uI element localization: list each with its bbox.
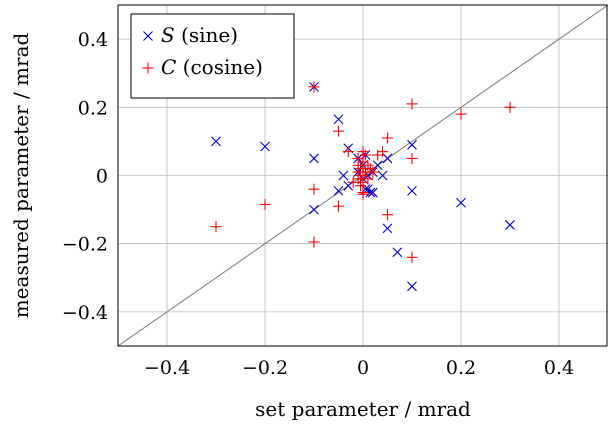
x-tick-label: −0.2 [242,357,288,379]
data-point [382,209,393,221]
data-point [309,204,319,215]
data-point [392,247,403,258]
data-point [367,166,379,178]
y-tick-label: 0.2 [78,97,108,119]
data-point [455,108,467,120]
data-point [308,81,320,93]
data-point [382,223,393,234]
data-point [357,188,369,200]
data-point [333,114,344,125]
data-point [260,141,270,152]
data-point [365,187,376,198]
data-point [211,136,221,147]
data-point [377,146,389,158]
y-tick-label: −0.4 [62,302,108,324]
x-tick-label: 0.4 [544,357,574,379]
tick-labels: −0.4 −0.2 0 0.2 0.4 −0.4 −0.2 0 0.2 0.4 [62,29,574,379]
data-point [407,185,417,196]
plot-frame [117,4,608,347]
data-point [382,132,393,144]
legend-item-cosine: C (cosine) [142,55,263,79]
y-tick-label: −0.2 [62,234,108,256]
data-point [504,101,516,113]
legend-marker-cosine [142,62,154,74]
data-point [308,183,320,195]
data-point [333,125,344,137]
legend: S (sine) C (cosine) [130,13,295,99]
data-point [210,221,222,233]
data-point [377,170,388,181]
y-tick-label: 0.4 [78,29,108,51]
x-tick-label: 0.2 [446,357,476,379]
data-point [342,146,354,158]
legend-box [130,13,295,99]
legend-label-detail: (sine) [175,23,238,47]
x-tick-label: −0.4 [144,357,190,379]
data-point [338,170,349,181]
data-point [406,152,418,164]
data-points [210,81,516,292]
series-cosine [210,81,516,263]
data-point [456,197,466,208]
legend-label: C (cosine) [161,55,263,79]
data-point [333,200,344,212]
data-point [259,198,271,210]
data-point [362,173,374,185]
data-point [359,149,371,161]
y-tick-label: 0 [96,166,108,188]
x-tick-label: 0 [357,357,369,379]
data-point [406,98,418,110]
data-point [382,153,393,164]
legend-marker-sine [143,31,153,41]
data-point [308,236,320,248]
data-point [505,220,515,230]
data-point [367,187,378,198]
legend-label: S (sine) [161,23,238,47]
data-point [309,153,319,164]
x-axis-label: set parameter / mrad [255,397,471,421]
legend-label-symbol: S [161,23,175,47]
legend-item-sine: S (sine) [143,23,238,47]
legend-label-symbol: C [161,55,176,79]
data-point [407,281,417,292]
data-point [333,185,344,196]
data-point [407,139,417,150]
legend-label-detail: (cosine) [176,55,263,79]
data-point [406,251,418,263]
y-axis-label: measured parameter / mrad [9,33,33,319]
